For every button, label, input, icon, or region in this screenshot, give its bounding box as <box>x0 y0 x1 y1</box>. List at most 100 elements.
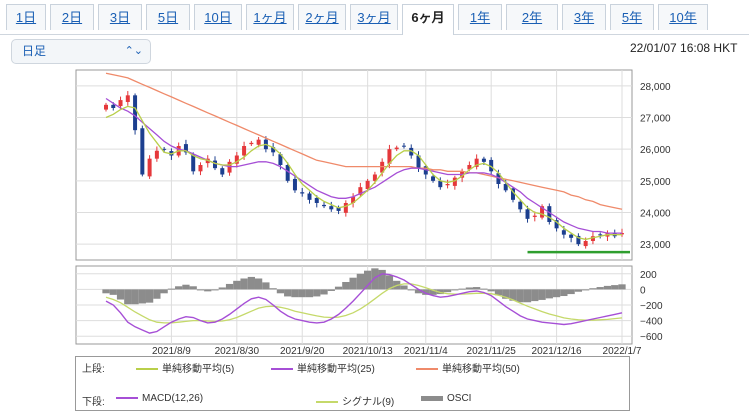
osci-bar <box>443 289 452 293</box>
osci-bar <box>298 289 306 298</box>
x-tick-label: 2021/8/9 <box>152 346 191 356</box>
candle-body <box>409 147 414 156</box>
interval-select[interactable]: 日足 ⌃⌄ <box>11 39 151 64</box>
price-tick-label: 26,000 <box>640 145 671 156</box>
osci-bar <box>494 289 503 296</box>
osci-bar <box>240 278 248 290</box>
candle-body <box>445 184 450 186</box>
candle-body <box>598 234 603 236</box>
candle-body <box>474 158 479 167</box>
candle-body <box>510 188 515 200</box>
tab-9[interactable]: 6ヶ月 <box>402 4 454 35</box>
osci-bar <box>145 289 154 303</box>
osci-bar <box>429 289 437 295</box>
tab-1[interactable]: 1日 <box>6 4 46 30</box>
candle-body <box>590 236 595 241</box>
candle-body <box>503 184 508 191</box>
tab-7[interactable]: 2ヶ月 <box>298 4 346 30</box>
price-tick-label: 25,000 <box>640 177 671 188</box>
candle-body <box>336 207 341 211</box>
candle-body <box>554 220 559 229</box>
candle-body <box>198 165 203 172</box>
macd-line <box>105 273 623 334</box>
tab-13[interactable]: 5年 <box>610 4 654 30</box>
osci-bar <box>327 289 335 291</box>
price-tick-label: 28,000 <box>640 82 671 93</box>
osci-bar <box>211 289 219 291</box>
candle-body <box>358 187 363 195</box>
osci-bar <box>160 289 168 294</box>
candle-body <box>569 234 574 238</box>
x-tick-label: 2021/11/25 <box>467 346 517 356</box>
osci-bar <box>225 283 234 290</box>
tab-6[interactable]: 1ヶ月 <box>246 4 294 30</box>
candle-body <box>220 168 225 175</box>
candle-body <box>372 174 377 181</box>
x-tick-label: 2022/1/7 <box>603 346 642 356</box>
osci-bar <box>465 287 474 290</box>
chart-legend: 上段: 単純移動平均(5) 単純移動平均(25) 単純移動平均(50) 下段: … <box>75 356 630 411</box>
candle-body <box>242 146 247 156</box>
osci-bar <box>262 282 270 290</box>
candle-body <box>518 201 523 210</box>
candle-body <box>438 180 443 188</box>
osci-bar <box>509 289 517 301</box>
price-tick-label: 23,000 <box>640 240 671 251</box>
osci-bar <box>371 268 379 290</box>
candle-body <box>576 235 581 245</box>
candle-body <box>351 196 356 203</box>
tab-5[interactable]: 10日 <box>194 4 242 30</box>
osci-bar <box>538 289 546 300</box>
tab-11[interactable]: 2年 <box>506 4 558 30</box>
osci-bar <box>560 289 568 297</box>
legend-label-macd: MACD(12,26) <box>142 393 204 404</box>
legend-swatch-macd <box>116 397 138 400</box>
legend-label-sma25: 単純移動平均(25) <box>297 364 375 375</box>
osci-bar <box>596 287 604 290</box>
osci-bar <box>102 289 110 294</box>
tab-3[interactable]: 3日 <box>98 4 142 30</box>
tab-10[interactable]: 1年 <box>458 4 502 30</box>
candle-body <box>540 206 545 218</box>
osci-bar <box>552 289 561 298</box>
osci-bar <box>451 289 459 291</box>
signal-line <box>105 283 623 324</box>
osci-bar <box>502 289 510 299</box>
legend-item-osci: OSCI <box>421 393 471 404</box>
legend-swatch-sma25 <box>271 368 293 371</box>
x-tick-label: 2021/11/4 <box>404 346 448 356</box>
candle-body <box>489 159 494 172</box>
tab-2[interactable]: 2日 <box>50 4 94 30</box>
osci-bar <box>473 287 481 290</box>
candle-body <box>329 206 334 210</box>
legend-row-upper: 上段: 単純移動平均(5) 単純移動平均(25) 単純移動平均(50) <box>76 357 629 375</box>
osci-bar <box>400 285 408 290</box>
x-tick-label: 2021/12/16 <box>532 346 582 356</box>
osci-bar <box>567 289 575 295</box>
osci-bar <box>175 286 183 290</box>
timestamp: 22/01/07 16:08 HKT <box>630 41 738 55</box>
osci-bar <box>284 289 292 297</box>
sma5-line <box>105 105 622 241</box>
tab-14[interactable]: 10年 <box>658 4 708 30</box>
tab-4[interactable]: 5日 <box>146 4 190 30</box>
candle-body <box>583 241 588 247</box>
candle-body <box>111 104 116 108</box>
osci-bar <box>414 289 423 294</box>
candle-body <box>307 193 312 200</box>
candle-body <box>387 149 392 164</box>
candle-body <box>104 104 108 110</box>
legend-item-signal: シグナル(9) <box>316 393 394 408</box>
candle-body <box>394 147 399 150</box>
osci-bar <box>109 289 117 295</box>
tab-8[interactable]: 3ヶ月 <box>350 4 398 30</box>
tab-12[interactable]: 3年 <box>562 4 606 30</box>
legend-item-sma5: 単純移動平均(5) <box>136 360 234 375</box>
osci-bar <box>138 289 146 304</box>
candle-body <box>249 142 254 145</box>
legend-item-sma25: 単純移動平均(25) <box>271 360 375 375</box>
osci-bar <box>334 286 343 290</box>
candle-body <box>292 178 297 191</box>
stock-chart: 2021/8/9 2021/8/30 2021/9/20 2021/10/13 2021… <box>75 69 671 356</box>
chart-toolbar: 日足 ⌃⌄ 22/01/07 16:08 HKT <box>0 35 749 75</box>
